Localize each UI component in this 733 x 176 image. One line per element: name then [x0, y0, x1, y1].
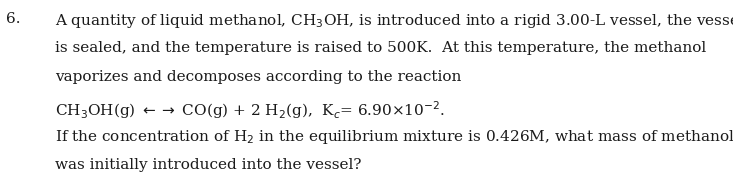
Text: If the concentration of H$_2$ in the equilibrium mixture is 0.426M, what mass of: If the concentration of H$_2$ in the equ… [55, 128, 733, 146]
Text: is sealed, and the temperature is raised to 500K.  At this temperature, the meth: is sealed, and the temperature is raised… [55, 41, 706, 55]
Text: A quantity of liquid methanol, CH$_3$OH, is introduced into a rigid 3.00-L vesse: A quantity of liquid methanol, CH$_3$OH,… [55, 12, 733, 30]
Text: was initially introduced into the vessel?: was initially introduced into the vessel… [55, 158, 361, 172]
Text: 6.: 6. [6, 12, 21, 26]
Text: vaporizes and decomposes according to the reaction: vaporizes and decomposes according to th… [55, 70, 461, 84]
Text: CH$_3$OH(g) $\leftarrow\rightarrow$ CO(g) + 2 H$_2$(g),  K$_c$= 6.90×10$^{-2}$.: CH$_3$OH(g) $\leftarrow\rightarrow$ CO(g… [55, 99, 445, 121]
